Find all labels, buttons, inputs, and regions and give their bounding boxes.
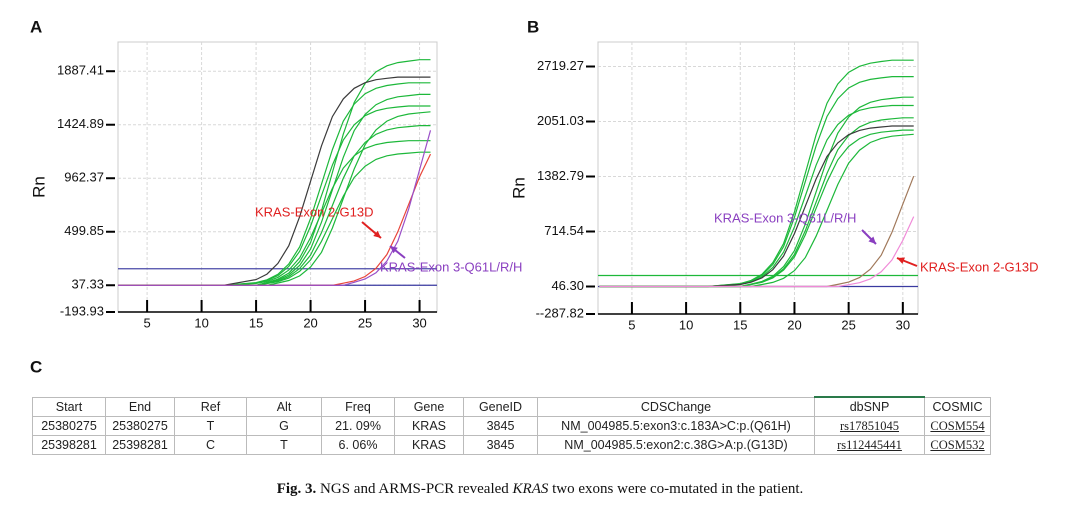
y-tick-label: 962.37 — [64, 170, 104, 185]
arrow-head — [373, 230, 381, 238]
table-cell: 25380275 — [105, 416, 175, 436]
x-tick-label: 20 — [303, 315, 317, 330]
curve — [599, 76, 914, 288]
y-tick-label: 2719.27 — [537, 58, 584, 73]
plot — [118, 59, 437, 286]
column-header: Start — [32, 396, 106, 417]
column-header: dbSNP — [814, 396, 925, 417]
table-cell: 3845 — [463, 416, 538, 436]
table-cell: 25380275 — [32, 416, 106, 436]
table-cell: C — [174, 435, 247, 455]
table-cell: T — [246, 435, 322, 455]
curve — [599, 125, 914, 288]
y-axis-label: Rn — [509, 177, 528, 199]
curve — [599, 129, 914, 288]
y-tick-label: -193.93 — [60, 303, 104, 318]
annotation: KRAS-Exon 2-G13D — [255, 204, 374, 219]
y-tick-label: --287.82 — [536, 305, 584, 320]
table-cell: NM_004985.5:exon3:c.183A>C:p.(Q61H) — [537, 416, 815, 436]
y-tick-label: 2051.03 — [537, 113, 584, 128]
table-cell: 25398281 — [105, 435, 175, 455]
table-cell: 25398281 — [32, 435, 106, 455]
column-header: End — [105, 396, 175, 417]
curve — [118, 105, 431, 286]
arrow-head — [897, 257, 905, 264]
table-row: 25398281 25398281 C T 6. 06% KRAS 3845 NM_00498… — [32, 435, 991, 455]
y-tick-label: 1424.89 — [57, 116, 104, 131]
variant-table: Start End Ref Alt Freq Gene GeneID CDSChange dbS… — [32, 396, 991, 455]
caption-gene: KRAS — [512, 481, 549, 497]
caption-label: Fig. 3. — [276, 481, 317, 497]
column-header: Ref — [174, 396, 247, 417]
x-tick-label: 25 — [358, 315, 372, 330]
panel-label: C — [30, 357, 42, 376]
table-cell: COSM554 — [924, 416, 991, 436]
annotation: KRAS-Exon 3-Q61L/R/H — [380, 259, 522, 274]
table-cell: KRAS — [394, 435, 464, 455]
curve — [118, 130, 432, 286]
caption: Fig. 3. NGS and ARMS-PCR revealed KRAS t… — [0, 481, 1080, 498]
y-tick-label: 37.33 — [71, 277, 104, 292]
table-cell: T — [174, 416, 247, 436]
y-tick-label: 1382.79 — [537, 168, 584, 183]
x-tick-label: 5 — [628, 317, 635, 332]
arrow-head — [868, 236, 876, 244]
x-tick-label: 20 — [787, 317, 801, 332]
column-header: COSMIC — [924, 396, 991, 417]
figure: A B C -193.93 37.33 499.85 962.37 1424.89 188… — [29, 17, 1039, 376]
x-tick-label: 5 — [143, 315, 150, 330]
annotation: KRAS-Exon 2-G13D — [920, 259, 1039, 274]
arrow-head — [390, 246, 398, 254]
panel-label: A — [30, 17, 42, 36]
panel-label: B — [527, 17, 539, 36]
x-tick-label: 10 — [679, 317, 693, 332]
table-cell: 21. 09% — [321, 416, 395, 436]
column-header: CDSChange — [537, 396, 815, 417]
plot — [598, 59, 918, 288]
curve — [118, 151, 431, 286]
curve — [118, 76, 431, 286]
y-tick-label: 499.85 — [64, 223, 104, 238]
x-tick-label: 25 — [841, 317, 855, 332]
x-tick-label: 30 — [896, 317, 910, 332]
table-cell: rs17851045 — [814, 416, 925, 436]
table-cell: 3845 — [463, 435, 538, 455]
y-tick-label: 46.30 — [551, 278, 584, 293]
y-tick-label: 1887.41 — [57, 63, 104, 78]
table-cell: KRAS — [394, 416, 464, 436]
caption-text: two exons were co-mutated in the patient… — [548, 481, 804, 497]
x-tick-label: 15 — [249, 315, 263, 330]
table-row: 25380275 25380275 T G 21. 09% KRAS 3845 NM_0049… — [32, 416, 991, 436]
x-tick-label: 10 — [194, 315, 208, 330]
curve — [118, 140, 431, 286]
curve — [599, 216, 915, 288]
x-tick-label: 15 — [733, 317, 747, 332]
caption-text: NGS and ARMS-PCR revealed — [320, 481, 513, 497]
annotation: KRAS-Exon 3-Q61L/R/H — [714, 210, 856, 225]
plot-area — [117, 41, 438, 313]
header-row: Start End Ref Alt Freq Gene GeneID CDSChange dbS… — [32, 396, 991, 417]
table-cell: COSM532 — [924, 435, 991, 455]
table-cell: NM_004985.5:exon2:c.38G>A:p.(G13D) — [537, 435, 815, 455]
column-header: Alt — [246, 396, 322, 417]
table-cell: G — [246, 416, 322, 436]
column-header: Freq — [321, 396, 395, 417]
x-tick-label: 30 — [412, 315, 426, 330]
table-cell: 6. 06% — [321, 435, 395, 455]
plot-area — [597, 41, 919, 315]
column-header: Gene — [394, 396, 464, 417]
table-cell: rs112445441 — [814, 435, 925, 455]
y-axis-label: Rn — [29, 176, 48, 198]
y-tick-label: 714.54 — [544, 223, 584, 238]
column-header: GeneID — [463, 396, 538, 417]
